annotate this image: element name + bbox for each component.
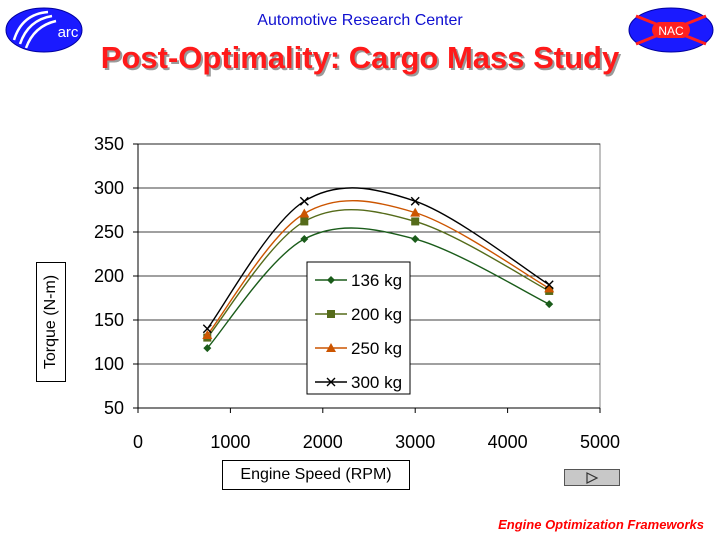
data-point-3 — [299, 196, 309, 206]
y-tick-label: 350 — [94, 134, 124, 154]
x-tick-label: 1000 — [210, 432, 250, 452]
x-tick-label: 5000 — [580, 432, 620, 452]
legend-label: 300 kg — [351, 373, 402, 392]
series-line-3 — [206, 187, 550, 330]
arc-logo-text: arc — [58, 24, 79, 41]
data-point-3 — [410, 196, 420, 206]
data-point-1 — [411, 217, 420, 226]
data-point-2 — [299, 208, 310, 218]
x-tick-label: 0 — [133, 432, 143, 452]
x-tick-label: 3000 — [395, 432, 435, 452]
footer-text: Engine Optimization Frameworks — [498, 517, 704, 532]
next-slide-button[interactable] — [564, 469, 620, 486]
y-axis-label-box: Torque (N-m) — [36, 262, 66, 382]
y-tick-label: 300 — [94, 178, 124, 198]
data-point-0 — [411, 235, 420, 244]
legend-marker — [327, 276, 335, 284]
arc-logo: arc — [4, 6, 84, 54]
legend-label: 136 kg — [351, 271, 402, 290]
data-point-2 — [202, 329, 213, 339]
nac-logo: NAC — [626, 6, 716, 54]
y-tick-label: 250 — [94, 222, 124, 242]
page-title: Post-Optimality: Cargo Mass Study — [100, 40, 620, 75]
data-point-2 — [544, 283, 555, 293]
data-point-3 — [544, 280, 554, 290]
data-point-1 — [300, 217, 309, 226]
legend-marker — [326, 377, 336, 387]
y-tick-label: 100 — [94, 354, 124, 374]
series-line-1 — [206, 208, 550, 339]
legend-marker — [327, 310, 335, 318]
nac-logo-text: NAC — [658, 24, 684, 38]
y-tick-label: 50 — [104, 398, 124, 418]
series-line-0 — [206, 227, 550, 349]
data-point-3 — [202, 324, 212, 334]
x-tick-label: 4000 — [488, 432, 528, 452]
data-point-0 — [300, 235, 309, 244]
x-tick-label: 2000 — [303, 432, 343, 452]
data-point-0 — [203, 344, 212, 353]
legend-box — [306, 261, 411, 395]
x-axis-label: Engine Speed (RPM) — [222, 460, 410, 490]
series-line-2 — [206, 199, 550, 336]
data-point-0 — [545, 300, 554, 309]
y-axis-label: Torque (N-m) — [42, 274, 59, 370]
data-point-2 — [410, 207, 421, 217]
legend-marker — [326, 343, 336, 352]
y-tick-label: 150 — [94, 310, 124, 330]
org-header: Automotive Research Center — [257, 12, 463, 29]
legend-label: 250 kg — [351, 339, 402, 358]
play-icon — [586, 471, 599, 484]
legend-label: 200 kg — [351, 305, 402, 324]
y-tick-label: 200 — [94, 266, 124, 286]
